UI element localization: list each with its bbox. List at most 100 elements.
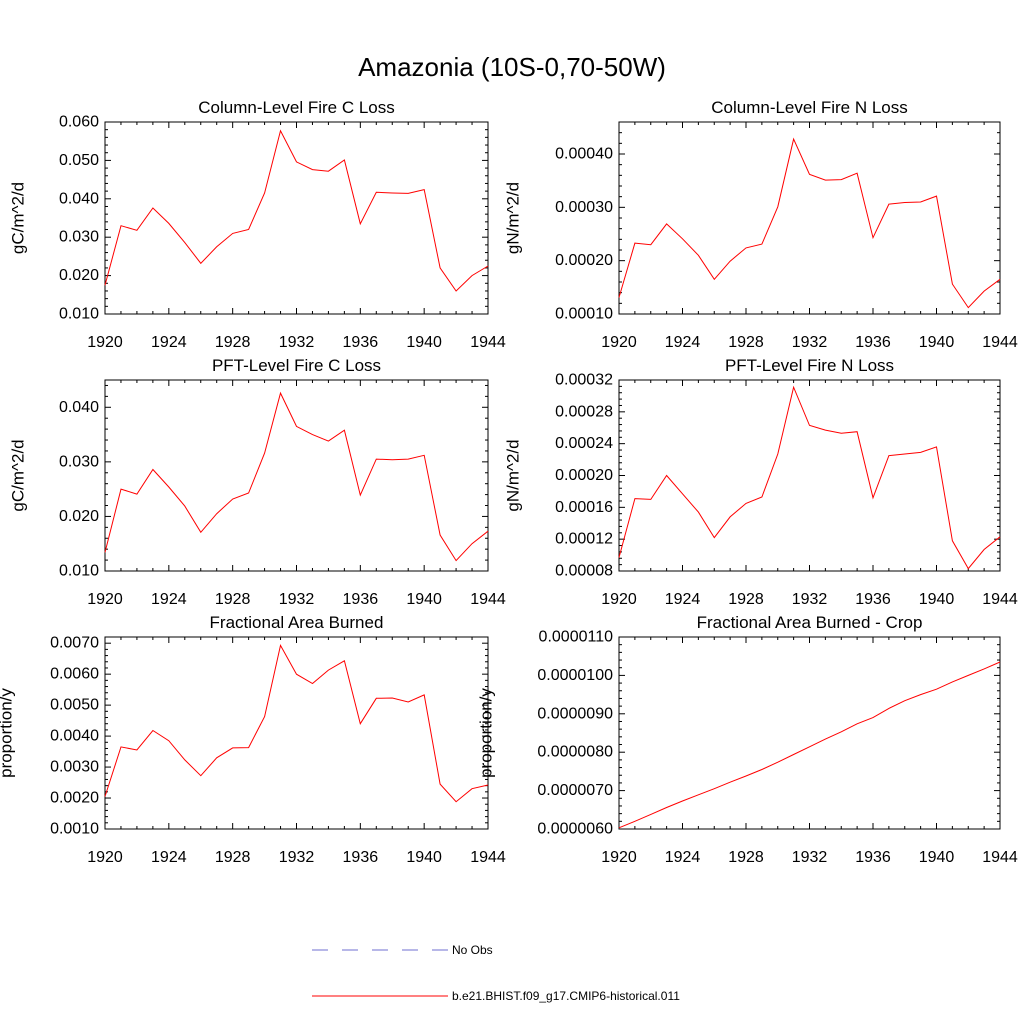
plot-frame [104,121,489,315]
y-axis-label: gC/m^2/d [9,182,28,254]
series-line [104,129,489,292]
x-tick-label: 1928 [215,591,251,608]
panel-title: Column-Level Fire N Loss [711,98,908,117]
x-tick-label: 1928 [728,334,764,351]
x-tick-label: 1932 [279,591,315,608]
panel-title: PFT-Level Fire N Loss [725,356,894,375]
legend-entry-model: b.e21.BHIST.f09_g17.CMIP6-historical.011 [312,989,680,1003]
y-tick-label: 0.0060 [50,666,99,683]
series-line [104,644,489,803]
y-tick-label: 0.00010 [555,306,613,323]
y-tick-label: 0.030 [59,453,99,470]
y-tick-label: 0.010 [59,563,99,580]
x-tick-label: 1940 [406,334,442,351]
panels: Column-Level Fire C Loss gC/m^2/d 1920 1924… [0,98,1018,866]
y-axis-label: gN/m^2/d [504,439,523,511]
y-tick-label: 0.00032 [555,372,613,389]
plot-frame [618,636,1001,830]
y-tick-label: 0.040 [59,190,99,207]
x-tick-label: 1924 [665,334,701,351]
x-tick-label: 1928 [728,849,764,866]
y-tick-label: 0.020 [59,508,99,525]
panel-title: Column-Level Fire C Loss [198,98,395,117]
y-tick-label: 0.0000060 [537,821,613,838]
y-axis-label: proportion/y [477,688,496,778]
x-tick-label: 1944 [470,849,506,866]
y-tick-label: 0.00040 [555,146,613,163]
y-tick-label: 0.030 [59,229,99,246]
series-line [618,137,1001,309]
panel-3: PFT-Level Fire C Loss gC/m^2/d 1920 1924 192… [9,356,506,608]
y-tick-label: 0.0050 [50,697,99,714]
plot-frame [104,379,489,572]
y-tick-label: 0.050 [59,152,99,169]
x-tick-label: 1940 [919,334,955,351]
x-tick-label: 1932 [279,334,315,351]
y-tick-label: 0.00024 [555,435,613,452]
x-tick-label: 1940 [919,591,955,608]
x-tick-label: 1936 [343,591,379,608]
y-tick-label: 0.0000070 [537,782,613,799]
x-tick-label: 1924 [665,849,701,866]
x-tick-label: 1936 [855,591,891,608]
x-tick-label: 1936 [855,334,891,351]
y-tick-label: 0.00020 [555,252,613,269]
panel-1: Column-Level Fire C Loss gC/m^2/d 1920 1924… [9,98,506,351]
y-axis-label: proportion/y [0,688,16,778]
x-tick-label: 1944 [470,591,506,608]
x-tick-label: 1928 [215,334,251,351]
x-tick-label: 1936 [343,849,379,866]
y-tick-label: 0.0020 [50,790,99,807]
x-tick-label: 1920 [601,849,637,866]
series-line [618,661,1001,829]
panel-6: Fractional Area Burned - Crop proportion/… [477,613,1018,866]
panel-title: Fractional Area Burned - Crop [697,613,923,632]
x-tick-label: 1944 [982,334,1018,351]
y-tick-label: 0.0030 [50,759,99,776]
x-tick-label: 1920 [601,334,637,351]
panel-title: Fractional Area Burned [210,613,384,632]
x-tick-label: 1920 [87,334,123,351]
y-tick-label: 0.060 [59,114,99,131]
plot-frame [618,379,1001,572]
x-tick-label: 1940 [406,591,442,608]
x-tick-label: 1932 [792,591,828,608]
x-tick-label: 1924 [665,591,701,608]
y-tick-label: 0.0070 [50,635,99,652]
x-tick-label: 1932 [792,334,828,351]
series-line [618,385,1001,570]
y-tick-label: 0.0000110 [539,629,614,646]
panel-4: PFT-Level Fire N Loss gN/m^2/d 1920 1924 192… [504,356,1018,608]
y-tick-label: 0.00020 [555,467,613,484]
panel-title: PFT-Level Fire C Loss [212,356,381,375]
y-tick-label: 0.00016 [555,499,613,516]
x-tick-label: 1920 [601,591,637,608]
y-tick-label: 0.0000080 [537,744,613,761]
x-tick-label: 1932 [792,849,828,866]
x-tick-label: 1924 [151,849,187,866]
legend-entry-no-obs: No Obs [312,943,493,957]
plot-frame [618,121,1001,315]
x-tick-label: 1924 [151,334,187,351]
x-tick-label: 1920 [87,849,123,866]
x-tick-label: 1944 [982,591,1018,608]
x-tick-label: 1920 [87,591,123,608]
y-tick-label: 0.0000090 [537,705,613,722]
y-tick-label: 0.00030 [555,199,613,216]
y-axis-label: gN/m^2/d [504,182,523,254]
x-tick-label: 1940 [919,849,955,866]
x-tick-label: 1936 [343,334,379,351]
legend-label-no-obs: No Obs [452,943,493,957]
y-tick-label: 0.0010 [50,821,99,838]
x-tick-label: 1928 [215,849,251,866]
x-tick-label: 1936 [855,849,891,866]
series-line [104,391,489,562]
x-tick-label: 1940 [406,849,442,866]
x-tick-label: 1932 [279,849,315,866]
y-tick-label: 0.00012 [555,531,613,548]
y-tick-label: 0.040 [59,399,99,416]
panel-5: Fractional Area Burned proportion/y 1920 19… [0,613,506,866]
x-tick-label: 1924 [151,591,187,608]
y-tick-label: 0.0000100 [537,667,613,684]
